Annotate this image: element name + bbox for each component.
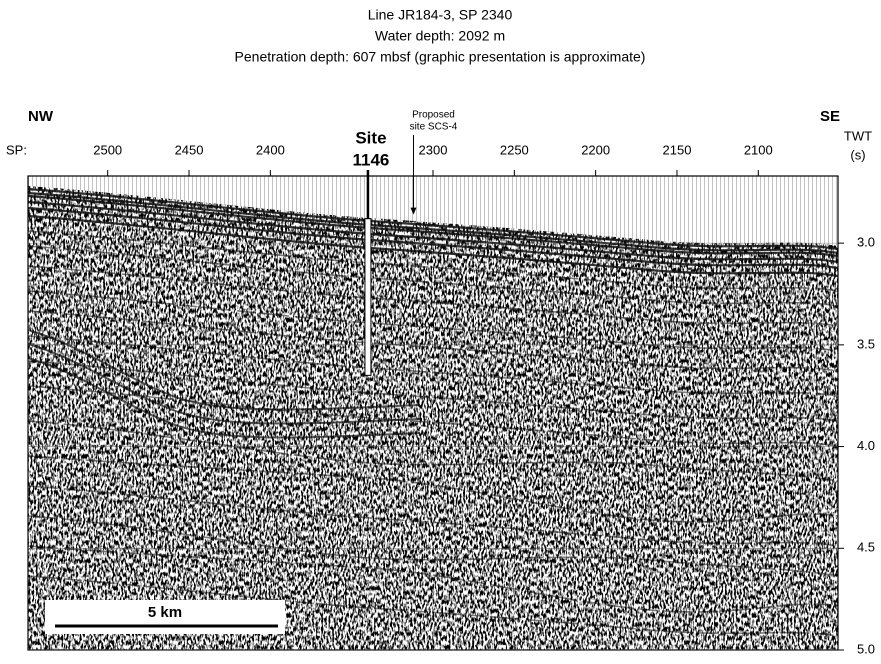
reflector [28,575,838,637]
reflector [28,420,838,482]
reflector [28,187,838,251]
proposed-site-label: site SCS-4 [410,122,458,133]
direction-label: SE [820,108,840,125]
direction-label: NW [28,108,54,125]
reflector [28,214,838,278]
reflector [28,329,421,411]
y-tick-label: 3.0 [857,235,875,250]
scale-box [45,600,285,634]
reflector [28,245,838,307]
subsurface [28,186,838,650]
reflector [28,200,838,264]
x-tick-label: 2200 [581,142,610,157]
reflector [28,485,838,547]
title-line: Penetration depth: 607 mbsf (graphic pre… [235,49,646,65]
x-tick-label: 2500 [93,142,122,157]
reflector [28,230,838,292]
y-tick-label: 5.0 [857,641,875,656]
scale-label: 5 km [148,604,182,621]
reflector [28,455,838,523]
reflector [28,360,838,422]
reflector [28,265,838,327]
y-tick-label: 3.5 [857,336,875,351]
reflector [28,194,838,258]
reflector [28,515,838,577]
reflector [28,335,838,397]
x-tick-label: 2100 [744,142,773,157]
site-label: Site [355,128,386,147]
reflector [28,290,838,352]
reflector [28,545,838,613]
x-tick-label: 2300 [419,142,448,157]
x-axis-label: SP: [6,142,27,157]
x-tick-label: 2450 [175,142,204,157]
reflector [28,310,838,372]
y-tick-label: 4.5 [857,540,875,555]
seismic-section [27,175,839,651]
x-tick-label: 2400 [256,142,285,157]
y-tick-label: 4.0 [857,438,875,453]
x-tick-label: 2150 [663,142,692,157]
proposed-site-label: Proposed [412,110,455,121]
site-label: 1146 [352,150,389,169]
drill-hole [364,218,372,376]
arrow-head [410,207,417,215]
y-axis-label: (s) [850,147,865,162]
title-line: Line JR184-3, SP 2340 [368,7,513,23]
reflector [28,357,421,439]
reflector [28,206,838,270]
title-line: Water depth: 2092 m [375,28,505,44]
reflector [28,343,421,425]
x-tick-label: 2250 [500,142,529,157]
y-axis-label: TWT [844,128,872,143]
reflector [28,191,838,255]
